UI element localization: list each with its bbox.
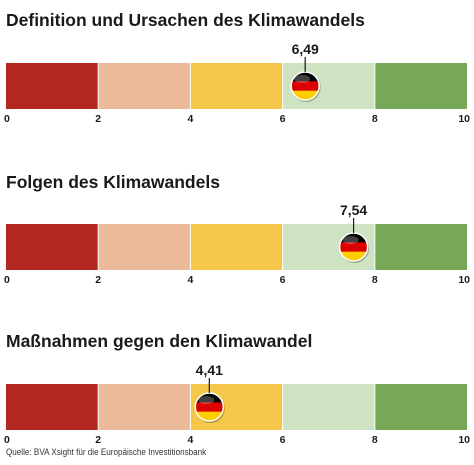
tick-label: 10 bbox=[458, 434, 470, 446]
tick-label: 0 bbox=[4, 274, 10, 286]
scale-segment bbox=[190, 224, 283, 270]
value-label: 7,54 bbox=[340, 202, 367, 218]
tick-label: 6 bbox=[280, 113, 286, 125]
flag-stripe-black bbox=[339, 233, 368, 243]
tick-label: 0 bbox=[4, 434, 10, 446]
tick-label: 2 bbox=[95, 113, 101, 125]
chart-panel: Maßnahmen gegen den Klimawandel 0 2 4 6 8 10 4,… bbox=[4, 331, 470, 446]
flag-stripe-black bbox=[195, 393, 224, 403]
value-label: 6,49 bbox=[292, 41, 319, 57]
scale-segment bbox=[6, 63, 99, 109]
flag-stripe-gold bbox=[339, 251, 368, 261]
scale-segment bbox=[374, 63, 467, 109]
germany-flag-icon bbox=[338, 232, 370, 263]
scale-segment bbox=[6, 224, 99, 270]
chart-panel: Definition und Ursachen des Klimawandels… bbox=[4, 10, 470, 125]
flag-stripe-red bbox=[339, 242, 368, 253]
flag-stripe-red bbox=[195, 402, 224, 413]
tick-label: 6 bbox=[280, 274, 286, 286]
scale-segment bbox=[282, 384, 375, 430]
tick-label: 0 bbox=[4, 113, 10, 125]
scale-segment bbox=[190, 63, 283, 109]
tick-label: 6 bbox=[280, 434, 286, 446]
scale-segment bbox=[98, 63, 191, 109]
tick-label: 2 bbox=[95, 274, 101, 286]
flag-gloss bbox=[198, 396, 215, 404]
flag-gloss bbox=[294, 75, 311, 83]
scale-segment bbox=[374, 224, 467, 270]
tick-label: 8 bbox=[372, 434, 378, 446]
flag-stripe-red bbox=[291, 81, 320, 92]
tick-label: 10 bbox=[458, 113, 470, 125]
chart-title: Maßnahmen gegen den Klimawandel bbox=[6, 331, 312, 351]
scale-segment bbox=[98, 224, 191, 270]
chart-title: Definition und Ursachen des Klimawandels bbox=[6, 10, 365, 30]
tick-label: 4 bbox=[187, 113, 193, 125]
tick-label: 10 bbox=[458, 274, 470, 286]
tick-label: 4 bbox=[187, 434, 193, 446]
tick-label: 4 bbox=[187, 274, 193, 286]
tick-label: 8 bbox=[372, 113, 378, 125]
scale-segment bbox=[6, 384, 99, 430]
flag-stripe-gold bbox=[195, 411, 224, 421]
value-label: 4,41 bbox=[196, 362, 223, 378]
chart-panel: Folgen des Klimawandels 0 2 4 6 8 10 7,54 bbox=[4, 172, 470, 286]
flag-stripe-black bbox=[291, 72, 320, 82]
germany-flag-icon bbox=[290, 71, 321, 102]
flag-gloss bbox=[342, 236, 359, 244]
flag-stripe-gold bbox=[291, 90, 320, 100]
scale-segment bbox=[98, 384, 191, 430]
source-note: Quelle: BVA Xsight für die Europäische I… bbox=[6, 447, 207, 457]
germany-flag-icon bbox=[194, 392, 225, 423]
scale-segment bbox=[374, 384, 467, 430]
tick-label: 8 bbox=[372, 274, 378, 286]
tick-label: 2 bbox=[95, 434, 101, 446]
chart-title: Folgen des Klimawandels bbox=[6, 172, 220, 192]
